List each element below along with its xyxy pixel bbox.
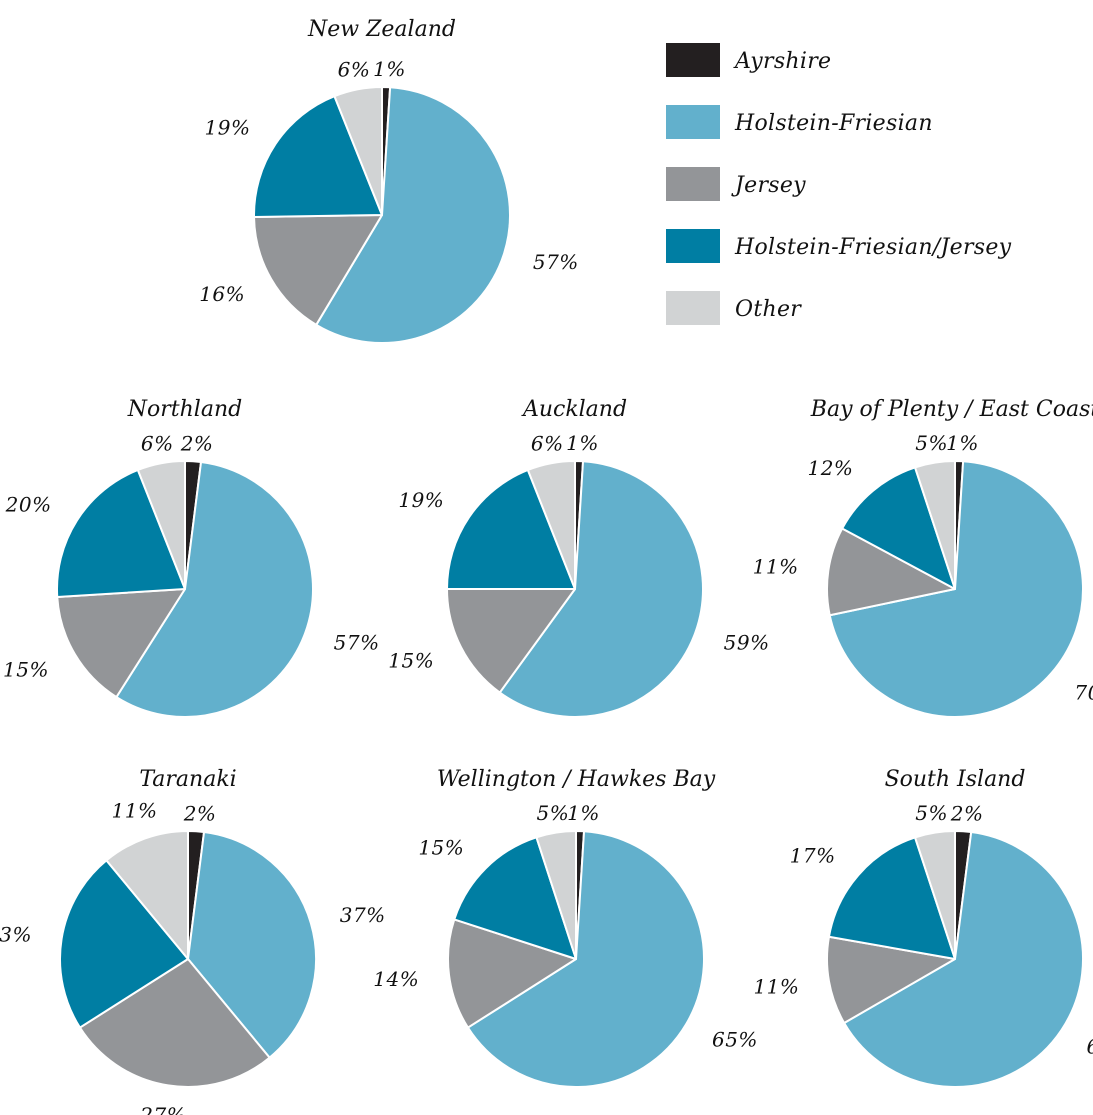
- pie-slice-holstein-friesian-jersey: [446, 468, 576, 590]
- pie-northland: Northland 2% 57% 15% 20% 6%: [3, 397, 380, 718]
- pie-label-holstein-friesian: 65%: [712, 1027, 758, 1051]
- pie-slice-jersey: [446, 588, 576, 694]
- pie-wellington-hawkes-bay: Wellington / Hawkes Bay 1% 65% 14% 15% 5%: [373, 767, 758, 1088]
- legend-label-ayrshire: Ayrshire: [733, 49, 831, 74]
- legend-label-jersey: Jersey: [731, 173, 806, 198]
- pie-label-jersey: 15%: [388, 649, 434, 673]
- pie-label-jersey: 16%: [199, 282, 245, 306]
- legend-swatch-jersey: [666, 167, 720, 201]
- pie-title: Auckland: [521, 397, 627, 422]
- pie-slice-holstein-friesian-jersey: [56, 468, 186, 599]
- pie-label-holstein-friesian-jersey: 19%: [205, 115, 251, 139]
- pie-auckland: Auckland 1% 59% 15% 19% 6%: [388, 397, 770, 718]
- pie-slice-other: [136, 460, 186, 590]
- pie-slice-jersey: [56, 588, 186, 699]
- pie-label-ayrshire: 2%: [180, 432, 214, 456]
- pie-label-ayrshire: 1%: [567, 801, 600, 825]
- pie-slice-holstein-friesian: [315, 86, 511, 344]
- pie-slice-other: [914, 460, 956, 590]
- pie-slice-holstein-friesian: [498, 460, 704, 718]
- legend-label-other: Other: [735, 297, 802, 322]
- pie-label-other: 5%: [915, 801, 948, 825]
- pie-slice-holstein-friesian: [466, 830, 705, 1088]
- pie-new-zealand: New Zealand 1% 57% 16% 19% 6%: [199, 17, 579, 344]
- pie-slice-other: [535, 830, 577, 960]
- pie-label-jersey: 11%: [753, 974, 799, 998]
- pie-title: Bay of Plenty / East Coast: [810, 397, 1093, 422]
- pie-label-holstein-friesian-jersey: 23%: [0, 922, 32, 946]
- legend: Ayrshire Holstein-Friesian Jersey Holste…: [666, 43, 1012, 325]
- pie-label-ayrshire: 1%: [373, 57, 406, 81]
- pies-group: New Zealand 1% 57% 16% 19% 6% Northland 2% 57% 15…: [0, 17, 1093, 1115]
- pie-slice-other: [333, 86, 383, 216]
- legend-swatch-ayrshire: [666, 43, 720, 77]
- pie-label-holstein-friesian: 37%: [340, 903, 386, 927]
- pie-slice-other: [105, 830, 189, 960]
- pie-slice-holstein-friesian-jersey: [253, 95, 383, 219]
- pie-slice-holstein-friesian: [187, 831, 318, 1059]
- pie-label-other: 5%: [915, 431, 948, 455]
- legend-swatch-other: [666, 291, 720, 325]
- pie-label-other: 6%: [338, 58, 371, 82]
- pie-slice-holstein-friesian: [115, 461, 314, 718]
- pie-slice-jersey: [826, 527, 956, 617]
- pie-label-holstein-friesian: 59%: [724, 631, 770, 655]
- pie-label-other: 11%: [112, 798, 158, 822]
- pie-label-holstein-friesian: 70%: [1074, 680, 1093, 704]
- pie-title: New Zealand: [307, 17, 456, 42]
- pie-label-other: 6%: [531, 432, 564, 456]
- pie-slice-holstein-friesian: [843, 831, 1084, 1088]
- legend-swatch-holstein-friesian: [666, 105, 720, 139]
- pie-label-jersey: 11%: [753, 555, 799, 579]
- pie-title: Northland: [127, 397, 242, 422]
- pie-south-island: South Island 2% 64% 11% 17% 5%: [753, 767, 1093, 1088]
- pie-label-holstein-friesian-jersey: 12%: [807, 456, 853, 480]
- pie-taranaki: Taranaki 2% 37% 27% 23% 11%: [0, 767, 386, 1115]
- legend-swatch-holstein-friesian-jersey: [666, 229, 720, 263]
- pie-label-jersey: 15%: [3, 657, 49, 681]
- pie-label-holstein-friesian-jersey: 19%: [398, 488, 444, 512]
- pie-slice-jersey: [447, 918, 577, 1029]
- legend-label-holstein-friesian: Holstein-Friesian: [734, 111, 933, 136]
- pie-label-ayrshire: 2%: [950, 802, 984, 826]
- pie-label-jersey: 14%: [373, 967, 419, 991]
- pie-label-holstein-friesian: 57%: [334, 631, 380, 655]
- pie-title: Taranaki: [139, 767, 236, 792]
- pie-bay-of-plenty-east-coast: Bay of Plenty / East Coast 1% 70% 11% 12% 5%: [753, 397, 1093, 718]
- pie-slice-jersey: [826, 935, 956, 1024]
- pie-slice-other: [526, 460, 576, 590]
- pie-slice-holstein-friesian-jersey: [841, 466, 956, 590]
- pie-title: Wellington / Hawkes Bay: [437, 767, 716, 792]
- pie-slice-jersey: [78, 958, 271, 1088]
- pie-slice-holstein-friesian-jersey: [59, 859, 189, 1029]
- pie-label-holstein-friesian-jersey: 15%: [418, 835, 464, 859]
- pie-label-jersey: 27%: [139, 1103, 186, 1115]
- pie-label-ayrshire: 1%: [566, 431, 599, 455]
- pie-label-ayrshire: 2%: [183, 802, 217, 826]
- pie-label-other: 5%: [536, 801, 569, 825]
- pie-label-holstein-friesian-jersey: 20%: [5, 492, 52, 516]
- pie-label-ayrshire: 1%: [946, 431, 979, 455]
- pie-label-holstein-friesian: 64%: [1087, 1035, 1093, 1059]
- pie-label-holstein-friesian-jersey: 17%: [790, 844, 836, 868]
- pie-slice-holstein-friesian: [828, 460, 1084, 718]
- legend-label-holstein-friesian-jersey: Holstein-Friesian/Jersey: [734, 235, 1012, 260]
- pie-label-other: 6%: [141, 432, 174, 456]
- pie-slice-jersey: [253, 214, 383, 326]
- pie-title: South Island: [885, 767, 1026, 792]
- pie-label-holstein-friesian: 57%: [533, 250, 579, 274]
- pie-slice-holstein-friesian-jersey: [827, 836, 956, 960]
- pie-slice-other: [914, 830, 956, 960]
